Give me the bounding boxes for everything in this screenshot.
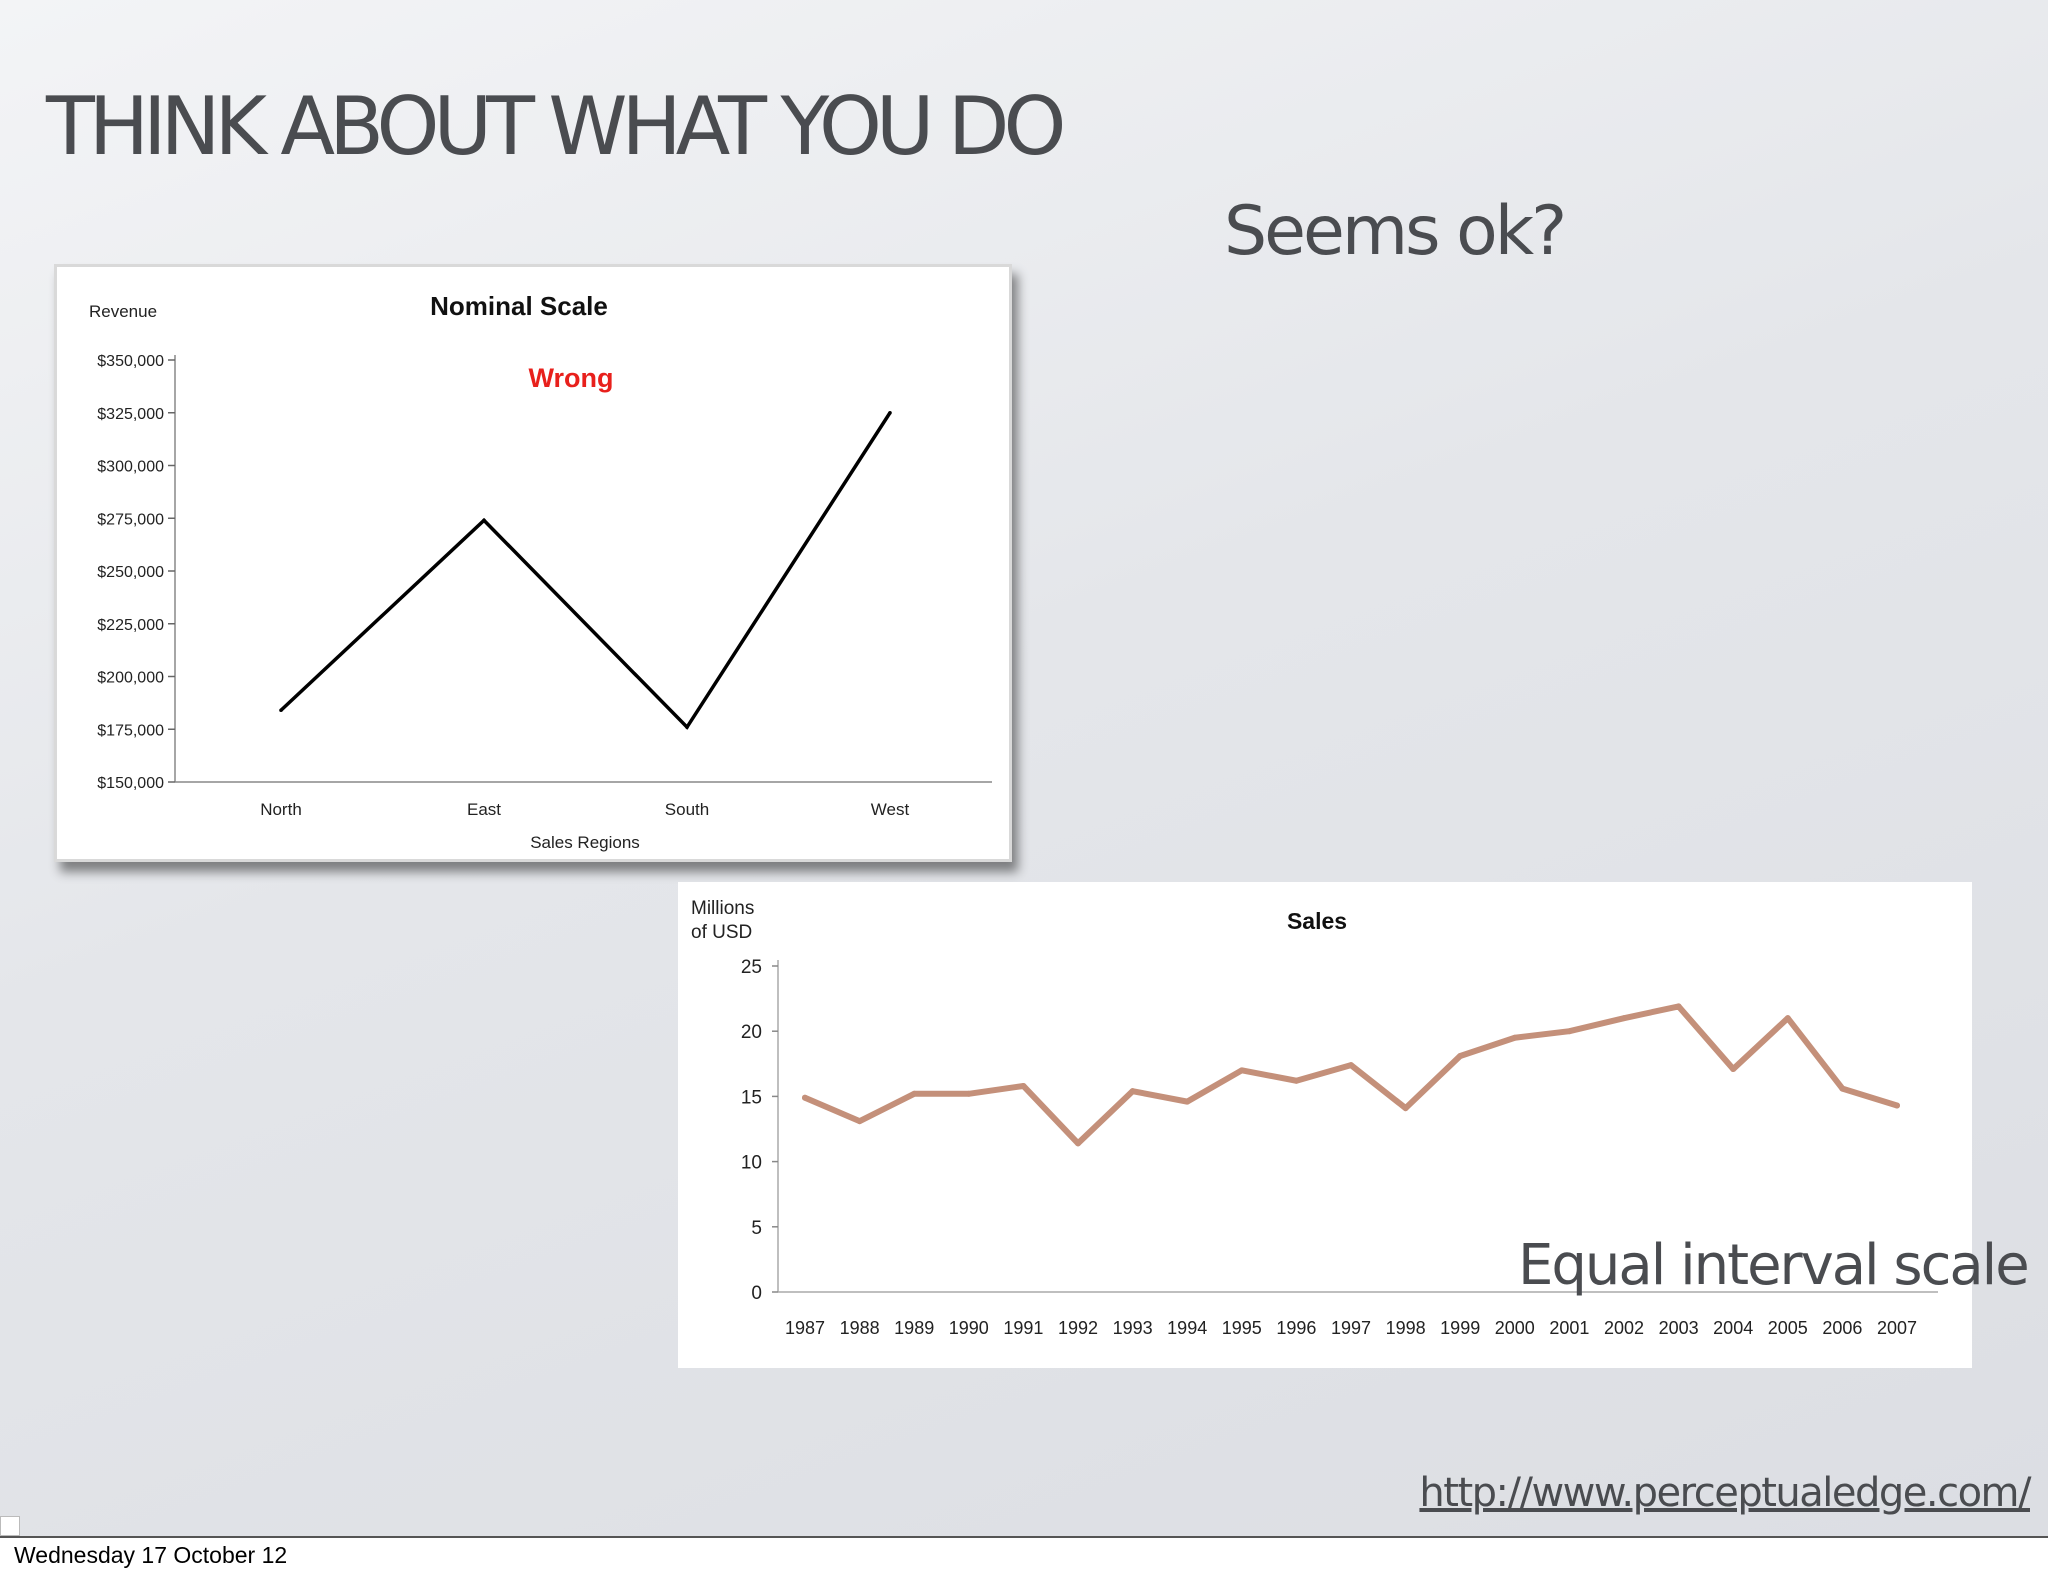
x-tick-label: 2001 (1549, 1318, 1589, 1338)
data-point (685, 725, 689, 729)
y-axis-label: Millions (691, 898, 754, 919)
y-tick-label: 15 (741, 1087, 762, 1108)
y-tick-label: $200,000 (97, 670, 164, 687)
data-point (1566, 1028, 1573, 1035)
data-point (1075, 1140, 1081, 1147)
x-tick-label: 1991 (1003, 1318, 1043, 1338)
corner-mark (0, 1516, 20, 1536)
data-point (1730, 1066, 1737, 1073)
data-point (279, 708, 283, 713)
sales-line (802, 1003, 1900, 1147)
y-axis-label: Revenue (89, 302, 157, 321)
footer-date: Wednesday 17 October 12 (14, 1542, 288, 1568)
x-tick-label: 1997 (1331, 1318, 1371, 1338)
data-point (1020, 1082, 1027, 1089)
y-tick-label: $225,000 (97, 617, 164, 634)
x-axis-label: Sales Regions (530, 833, 640, 852)
data-point (482, 518, 486, 523)
x-tick-label: West (871, 800, 910, 819)
x-tick-label: 1994 (1167, 1318, 1207, 1338)
x-tick-label: 1998 (1386, 1318, 1426, 1338)
data-point (911, 1090, 918, 1097)
y-tick-label: 5 (751, 1218, 762, 1239)
y-tick-label: 25 (741, 957, 762, 978)
x-tick-label: 1992 (1058, 1318, 1098, 1338)
data-point (1621, 1015, 1627, 1022)
nominal-scale-chart-panel: Nominal Scale Wrong Revenue Sales Regions $1… (54, 264, 1012, 862)
x-tick-label: 1996 (1276, 1318, 1316, 1338)
x-tick-label: 2002 (1604, 1318, 1644, 1338)
equal-interval-caption: Equal interval scale (1518, 1233, 2030, 1298)
y-tick-label: 10 (741, 1153, 762, 1174)
y-tick-label: $175,000 (97, 722, 164, 739)
sales-chart: Sales Millions of USD 0 5 10 15 20 25 1987 1988 198… (691, 898, 1938, 1338)
data-point (888, 410, 892, 415)
data-point (1293, 1077, 1300, 1084)
data-point (1184, 1098, 1191, 1105)
data-point (1675, 1003, 1682, 1010)
x-tick-label: 1988 (840, 1318, 880, 1338)
x-tick-label: 2000 (1495, 1318, 1535, 1338)
y-tick-label: $300,000 (97, 459, 164, 476)
x-tick-label: 2006 (1822, 1318, 1862, 1338)
y-tick-label: $350,000 (97, 353, 164, 370)
x-tick-label: 1999 (1440, 1318, 1480, 1338)
chart-title: Nominal Scale (430, 291, 608, 321)
data-point (1839, 1085, 1846, 1092)
sales-chart-panel: Sales Millions of USD 0 5 10 15 20 25 1987 1988 198… (678, 882, 1972, 1368)
y-tick-label: $325,000 (97, 406, 164, 423)
source-link[interactable]: http://www.perceptualedge.com/ (1419, 1470, 2031, 1516)
data-point (1129, 1088, 1136, 1095)
x-tick-label: 1990 (949, 1318, 989, 1338)
chart-title: Sales (1287, 908, 1347, 934)
y-tick-label: $250,000 (97, 564, 164, 581)
x-tick-label: 1987 (785, 1318, 825, 1338)
data-point (1894, 1102, 1900, 1109)
x-tick-label: 1989 (894, 1318, 934, 1338)
revenue-line (279, 411, 892, 730)
data-point (1238, 1067, 1245, 1074)
y-axis-label: of USD (691, 922, 752, 943)
data-point (1457, 1052, 1464, 1059)
x-tick-label: 2004 (1713, 1318, 1753, 1338)
x-tick-label: 1993 (1113, 1318, 1153, 1338)
x-tick-label: North (260, 800, 302, 819)
slide-title: THINK ABOUT WHAT YOU DO (46, 80, 1066, 173)
y-tick-label: $150,000 (97, 775, 164, 792)
x-tick-label: South (665, 800, 709, 819)
x-tick-label: 1995 (1222, 1318, 1262, 1338)
y-tick-label: 20 (741, 1022, 762, 1043)
nominal-scale-chart: Nominal Scale Wrong Revenue Sales Regions $1… (89, 291, 992, 852)
data-point (856, 1118, 863, 1125)
data-point (802, 1094, 808, 1101)
slide-subtitle: Seems ok? (1224, 192, 1567, 271)
data-point (1784, 1015, 1791, 1022)
slide: THINK ABOUT WHAT YOU DO Seems ok? Nomina… (0, 0, 2048, 1538)
x-tick-label: 2007 (1877, 1318, 1917, 1338)
y-tick-label: $275,000 (97, 511, 164, 528)
data-point (965, 1090, 972, 1097)
data-point (1402, 1105, 1409, 1112)
x-tick-label: 2003 (1659, 1318, 1699, 1338)
x-tick-label: East (467, 800, 501, 819)
data-point (1511, 1034, 1518, 1041)
data-point (1348, 1062, 1354, 1069)
y-tick-label: 0 (751, 1283, 762, 1304)
wrong-annotation: Wrong (529, 363, 614, 393)
x-tick-label: 2005 (1768, 1318, 1808, 1338)
